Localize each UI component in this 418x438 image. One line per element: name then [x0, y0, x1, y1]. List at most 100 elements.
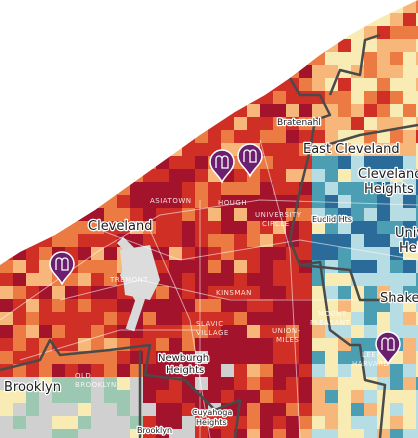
tract [169, 351, 183, 365]
tract [273, 312, 287, 326]
tract [403, 221, 417, 235]
tract [195, 195, 209, 209]
tract [13, 286, 27, 300]
tract [286, 182, 300, 196]
tract [351, 325, 365, 339]
tract [377, 143, 391, 157]
tract [104, 416, 118, 430]
tract [0, 273, 14, 287]
tract [312, 403, 326, 417]
tract [208, 377, 222, 391]
tract [13, 325, 27, 339]
tract [403, 182, 417, 196]
place-label: SLAVIC [196, 320, 224, 328]
tract [403, 52, 417, 66]
tract [403, 91, 417, 105]
tract [260, 416, 274, 430]
tract [0, 351, 14, 365]
tract [13, 312, 27, 326]
place-label: MILES [276, 336, 299, 344]
tract [91, 299, 105, 313]
tract [39, 325, 53, 339]
tract [325, 273, 339, 287]
tract [286, 91, 300, 105]
pin-icon [55, 257, 69, 271]
tract [13, 338, 27, 352]
tract [286, 312, 300, 326]
tract [390, 143, 404, 157]
pin [375, 331, 401, 366]
tract [247, 416, 261, 430]
tract [299, 130, 313, 144]
tract [312, 429, 326, 438]
tract [52, 364, 66, 378]
tract [390, 260, 404, 274]
tract [273, 429, 287, 438]
tract [286, 429, 300, 438]
tract [338, 117, 352, 131]
tract [156, 260, 170, 274]
tract [26, 390, 40, 404]
tract [195, 156, 209, 170]
tract [78, 377, 92, 391]
tract [117, 390, 131, 404]
tract [312, 325, 326, 339]
tract [247, 286, 261, 300]
tract [273, 351, 287, 365]
tract [117, 403, 131, 417]
tract [195, 377, 209, 391]
tract [247, 273, 261, 287]
tract [208, 273, 222, 287]
tract [299, 312, 313, 326]
tract [234, 403, 248, 417]
tract [0, 377, 14, 391]
tract [351, 364, 365, 378]
tract [39, 377, 53, 391]
tract [260, 156, 274, 170]
tract [338, 91, 352, 105]
tract [338, 234, 352, 248]
tract [273, 286, 287, 300]
tract [351, 104, 365, 118]
tract [65, 312, 79, 326]
tract [78, 390, 92, 404]
tract [65, 416, 79, 430]
tract [195, 286, 209, 300]
tract [104, 429, 118, 438]
tract [312, 299, 326, 313]
tract [299, 390, 313, 404]
tract [286, 130, 300, 144]
tract [39, 390, 53, 404]
tract [286, 377, 300, 391]
tract [91, 234, 105, 248]
tract [39, 364, 53, 378]
tract [416, 52, 418, 66]
tract [325, 117, 339, 131]
tract [91, 221, 105, 235]
tract [364, 325, 378, 339]
tract [117, 312, 131, 326]
tract [221, 351, 235, 365]
tract [286, 338, 300, 352]
tract [208, 416, 222, 430]
tract [416, 286, 418, 300]
tract [117, 351, 131, 365]
tract [208, 130, 222, 144]
tract [416, 117, 418, 131]
tract [416, 0, 418, 14]
tract [130, 377, 144, 391]
tract [143, 299, 157, 313]
tract [247, 312, 261, 326]
tract [286, 260, 300, 274]
tract [286, 325, 300, 339]
tract [390, 299, 404, 313]
tract [182, 260, 196, 274]
tract [338, 403, 352, 417]
place-label: ASIATOWN [150, 197, 192, 205]
tract [351, 195, 365, 209]
tract [325, 390, 339, 404]
tract [390, 13, 404, 27]
tract [260, 117, 274, 131]
tract [78, 299, 92, 313]
tract [377, 91, 391, 105]
